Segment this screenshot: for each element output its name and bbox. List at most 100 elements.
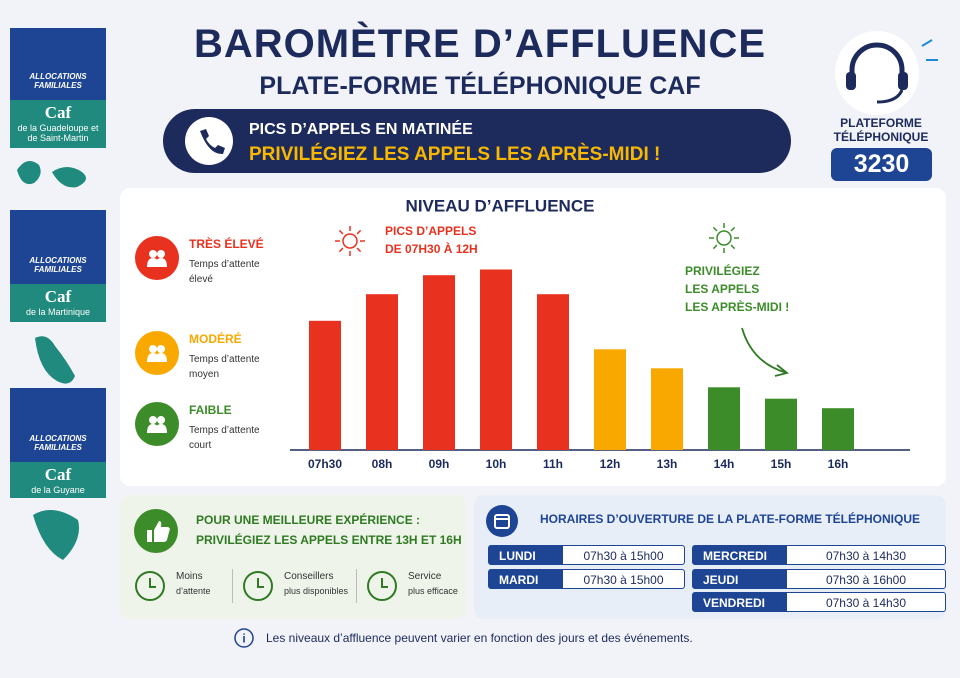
tip-card: POUR UNE MEILLEURE EXPÉRIENCE : PRIVILÉG…	[120, 495, 466, 619]
people-icon	[147, 353, 167, 362]
x-tick-label: 08h	[372, 457, 393, 471]
sun-ray	[356, 247, 362, 253]
tip-line: PRIVILÉGIEZ LES APPELS ENTRE 13H ET 16H	[196, 533, 462, 547]
legend-name: FAIBLE	[189, 403, 232, 417]
benefit: Moins d’attente	[134, 569, 244, 605]
people-head	[149, 416, 157, 424]
hours-row: MARDI 07h30 à 15h00	[488, 569, 685, 589]
legend-item: FAIBLE Temps d’attente court	[135, 402, 260, 451]
hours: 07h30 à 16h00	[825, 573, 907, 587]
svg-text:i: i	[242, 632, 245, 646]
day: VENDREDI	[693, 593, 787, 611]
sun-icon	[716, 230, 732, 246]
thumb-icon	[134, 509, 178, 553]
phone-icon	[185, 117, 233, 165]
logo: ALLOCATIONS FAMILIALES	[10, 28, 106, 100]
benefit-text: d’attente	[176, 586, 211, 596]
separator	[232, 569, 233, 603]
x-tick-label: 07h30	[308, 457, 342, 471]
brand: ALLOCATIONS FAMILIALES	[29, 72, 87, 90]
bar	[309, 320, 341, 450]
hours-row: VENDREDI 07h30 à 14h30	[692, 592, 946, 612]
logo: ALLOCATIONS FAMILIALES	[10, 210, 106, 284]
benefit: Service plus efficace	[356, 569, 476, 605]
arrow	[741, 327, 789, 377]
benefit-icon	[367, 571, 397, 601]
hours-row: LUNDI 07h30 à 15h00	[488, 545, 685, 565]
region-box: Caf de la Guyane	[10, 462, 106, 498]
bar	[480, 269, 512, 450]
separator	[356, 569, 357, 603]
info-icon: i	[234, 628, 254, 648]
title: BAROMÈTRE D’AFFLUENCE	[193, 22, 767, 66]
hours-title: HORAIRES D’OUVERTURE DE LA PLATE-FORME T…	[540, 512, 921, 526]
day: MERCREDI	[693, 546, 787, 564]
people-head	[157, 250, 165, 258]
hours: 07h30 à 15h00	[583, 573, 664, 587]
bar	[765, 398, 797, 450]
benefit-icon	[243, 571, 273, 601]
sun-ray	[730, 226, 736, 232]
sun-ray	[712, 244, 718, 250]
region: de la Guadeloupe et de Saint-Martin	[17, 123, 99, 143]
phone-label: PLATEFORME TÉLÉPHONIQUE	[833, 116, 929, 144]
legend-name: TRÈS ÉLEVÉ	[189, 236, 264, 251]
legend-item: TRÈS ÉLEVÉ Temps d’attente élevé	[135, 236, 264, 285]
chart-title: NIVEAU D’AFFLUENCE	[406, 196, 595, 215]
hours-card: HORAIRES D’OUVERTURE DE LA PLATE-FORME T…	[474, 495, 946, 619]
legend-description: Temps d’attente court	[189, 425, 260, 451]
banner: PICS D’APPELS EN MATINÉE PRIVILÉGIEZ LES…	[163, 109, 791, 173]
annotation-text: PICS D’APPELS	[385, 224, 476, 238]
map	[33, 510, 79, 560]
bar	[708, 387, 740, 450]
region-box: Caf de la Guadeloupe et de Saint-Martin	[10, 100, 106, 148]
tip-line: POUR UNE MEILLEURE EXPÉRIENCE :	[196, 513, 421, 527]
x-tick-label: 12h	[600, 457, 621, 471]
legend-description: Temps d’attente moyen	[189, 354, 260, 380]
region-box: Caf de la Martinique	[10, 284, 106, 322]
x-tick-label: 13h	[657, 457, 678, 471]
hours: 07h30 à 15h00	[583, 549, 664, 563]
chart-card	[120, 188, 946, 486]
x-tick-label: 14h	[714, 457, 735, 471]
map	[17, 161, 86, 188]
x-tick-label: 10h	[486, 457, 507, 471]
x-tick-label: 15h	[771, 457, 792, 471]
benefit-icon	[135, 571, 165, 601]
people-icon	[147, 258, 167, 267]
benefit-text: Moins	[176, 571, 203, 582]
logo: ALLOCATIONS FAMILIALES	[10, 388, 106, 462]
map	[35, 336, 75, 384]
phone-number: 3230	[831, 148, 932, 181]
annotation-text: PRIVILÉGIEZ	[685, 263, 760, 278]
bar	[423, 275, 455, 450]
day: LUNDI	[489, 546, 563, 564]
headset-icon	[835, 31, 938, 115]
bar	[651, 368, 683, 450]
legend-description: Temps d’attente élevé	[189, 259, 260, 285]
day: MARDI	[489, 570, 563, 588]
brand: ALLOCATIONS FAMILIALES	[29, 256, 87, 274]
people-head	[157, 345, 165, 353]
hours-row: MERCREDI 07h30 à 14h30	[692, 545, 946, 565]
bar	[366, 294, 398, 450]
hours-row: JEUDI 07h30 à 16h00	[692, 569, 946, 589]
legend-swatch	[135, 402, 179, 446]
people-head	[149, 250, 157, 258]
annotation: PRIVILÉGIEZ LES APPELS LES APRÈS-MIDI !	[685, 223, 789, 314]
brand: ALLOCATIONS FAMILIALES	[29, 434, 87, 452]
annotation-text: LES APRÈS-MIDI !	[685, 299, 789, 314]
legend-item: MODÉRÉ Temps d’attente moyen	[135, 331, 260, 380]
hours: 07h30 à 14h30	[825, 596, 907, 610]
chart: NIVEAU D’AFFLUENCE 07h30 08h 09h 10h 11h 12h 1…	[135, 196, 910, 471]
region: de la Martinique	[25, 307, 91, 317]
sun-ray	[712, 226, 718, 232]
legend-swatch	[135, 331, 179, 375]
hours: 07h30 à 14h30	[825, 549, 907, 563]
benefit-text: Conseillers	[284, 571, 334, 582]
annotation: PICS D’APPELS DE 07H30 À 12H	[335, 224, 478, 256]
banner-line: PRIVILÉGIEZ LES APPELS LES APRÈS-MIDI !	[249, 144, 661, 165]
people-icon	[147, 424, 167, 433]
